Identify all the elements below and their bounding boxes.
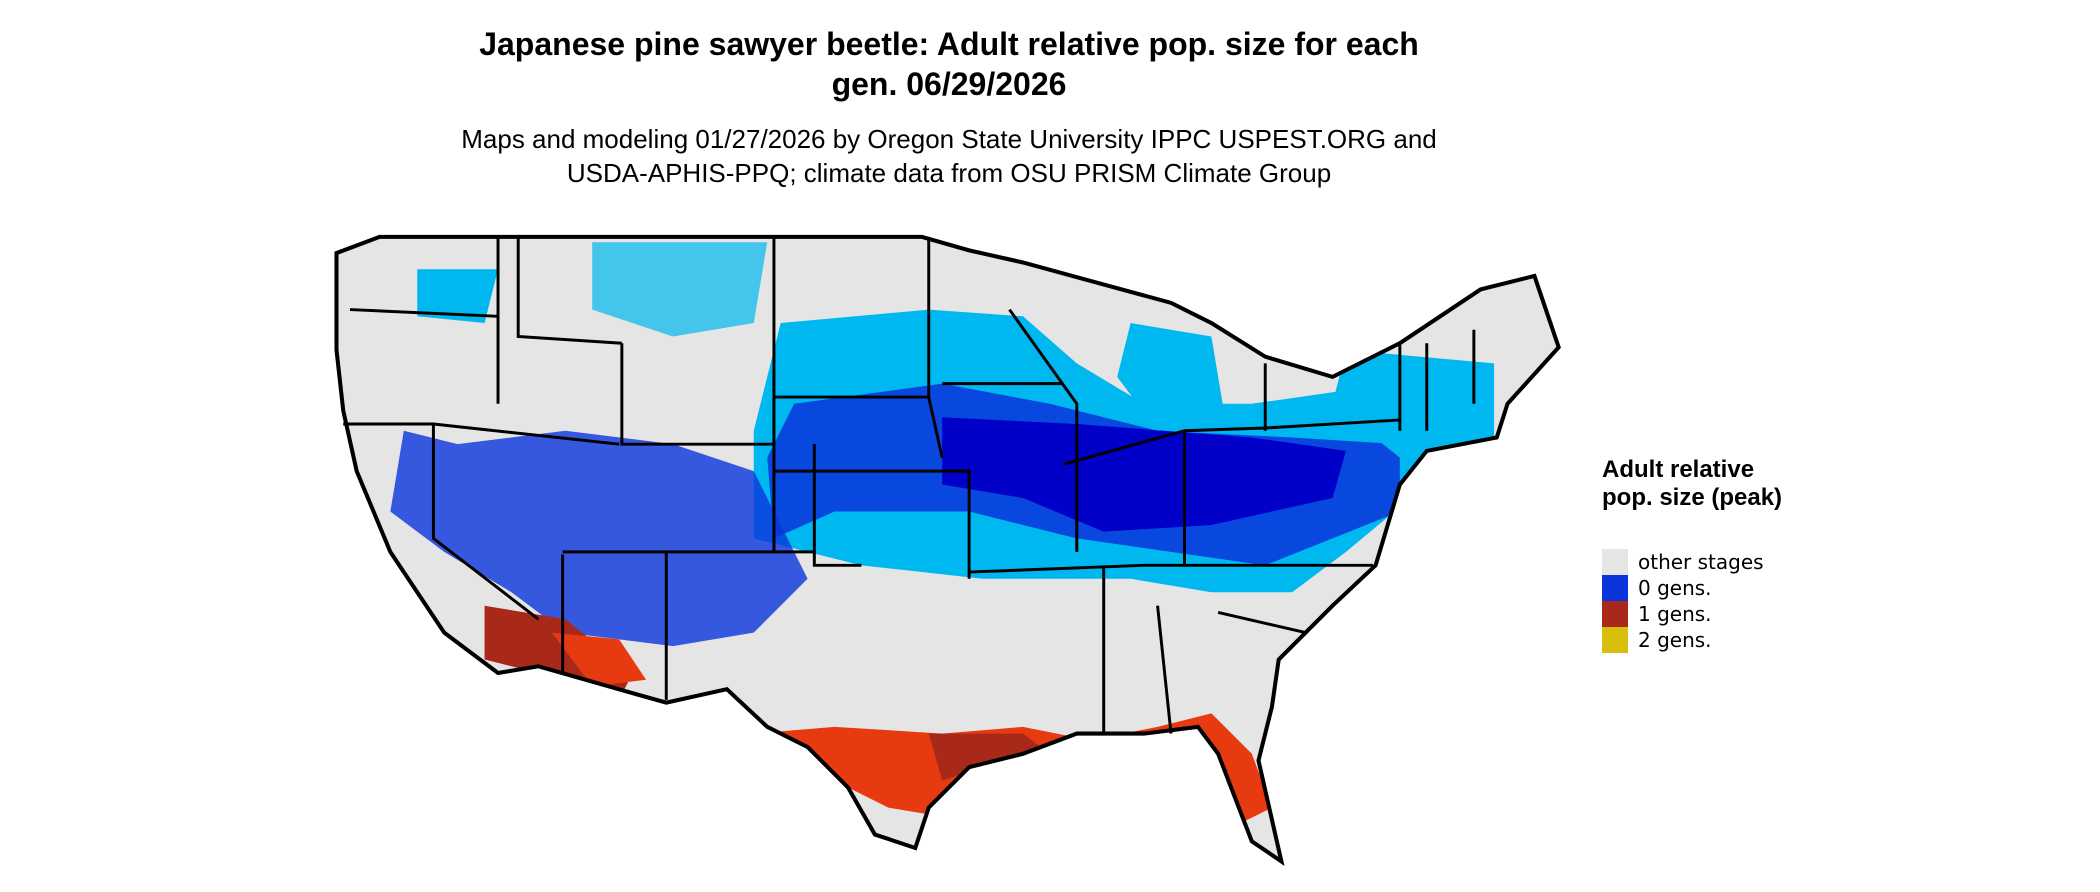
legend-item: 2 gens.: [1602, 627, 1764, 653]
legend-swatch: [1602, 627, 1628, 653]
legend-item: 1 gens.: [1602, 601, 1764, 627]
map-subtitle: Maps and modeling 01/27/2026 by Oregon S…: [461, 124, 1437, 188]
legend-item: 0 gens.: [1602, 575, 1764, 601]
legend-swatch: [1602, 601, 1628, 627]
legend-item: other stages: [1602, 549, 1764, 575]
legend-label: 1 gens.: [1638, 602, 1712, 626]
legend-label: 0 gens.: [1638, 576, 1712, 600]
legend-swatch: [1602, 575, 1628, 601]
legend-label: other stages: [1638, 550, 1764, 574]
legend-swatch: [1602, 549, 1628, 575]
legend-label: 2 gens.: [1638, 628, 1712, 652]
map-title: Japanese pine sawyer beetle: Adult relat…: [479, 26, 1419, 102]
legend-title: Adult relative pop. size (peak): [1602, 456, 1783, 511]
legend: other stages 0 gens. 1 gens. 2 gens.: [1602, 549, 1764, 653]
state-borders: [343, 236, 1476, 734]
